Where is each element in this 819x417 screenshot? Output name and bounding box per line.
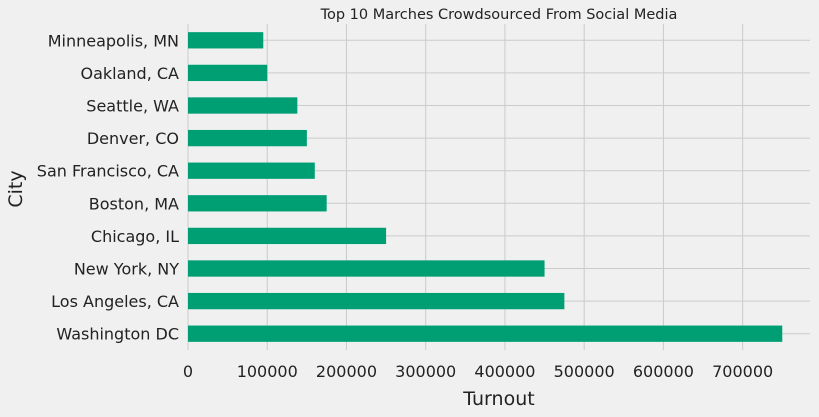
bar	[188, 97, 298, 114]
y-tick-label: Chicago, IL	[91, 227, 179, 246]
y-tick-labels: Washington DC Los Angeles, CA New York, NY…	[37, 31, 179, 343]
y-axis-title: City	[5, 170, 27, 207]
x-axis-title: Turnout	[462, 388, 534, 410]
bar	[188, 292, 565, 310]
bar	[188, 325, 783, 342]
y-tick-label: Seattle, WA	[86, 97, 179, 116]
x-tick-labels: 0 100000 200000 300000 400000 500000 600000 700…	[183, 362, 773, 381]
y-tick-label: Oakland, CA	[81, 64, 180, 83]
y-tick-label: Boston, MA	[89, 194, 179, 213]
bar	[188, 162, 315, 179]
y-tick-label: New York, NY	[74, 260, 179, 279]
bar	[188, 260, 545, 277]
bar	[188, 195, 327, 212]
chart-title: Top 10 Marches Crowdsourced From Social …	[320, 7, 678, 23]
bar	[188, 32, 264, 49]
x-tick-label: 100000	[237, 362, 298, 381]
x-tick-label: 200000	[316, 362, 377, 381]
y-tick-label: Minneapolis, MN	[48, 31, 179, 50]
x-tick-label: 700000	[712, 362, 773, 381]
y-tick-label: Denver, CO	[87, 129, 179, 148]
x-tick-label: 0	[183, 362, 193, 381]
x-tick-label: 600000	[633, 362, 694, 381]
x-tick-label: 300000	[395, 362, 456, 381]
x-tick-label: 500000	[554, 362, 615, 381]
bars-group	[188, 32, 783, 342]
x-tick-label: 400000	[474, 362, 535, 381]
y-tick-label: Washington DC	[56, 325, 179, 344]
bar	[188, 227, 387, 245]
bar	[188, 64, 268, 82]
y-tick-label: Los Angeles, CA	[51, 292, 179, 311]
bar	[188, 129, 307, 147]
y-tick-label: San Francisco, CA	[37, 162, 179, 181]
